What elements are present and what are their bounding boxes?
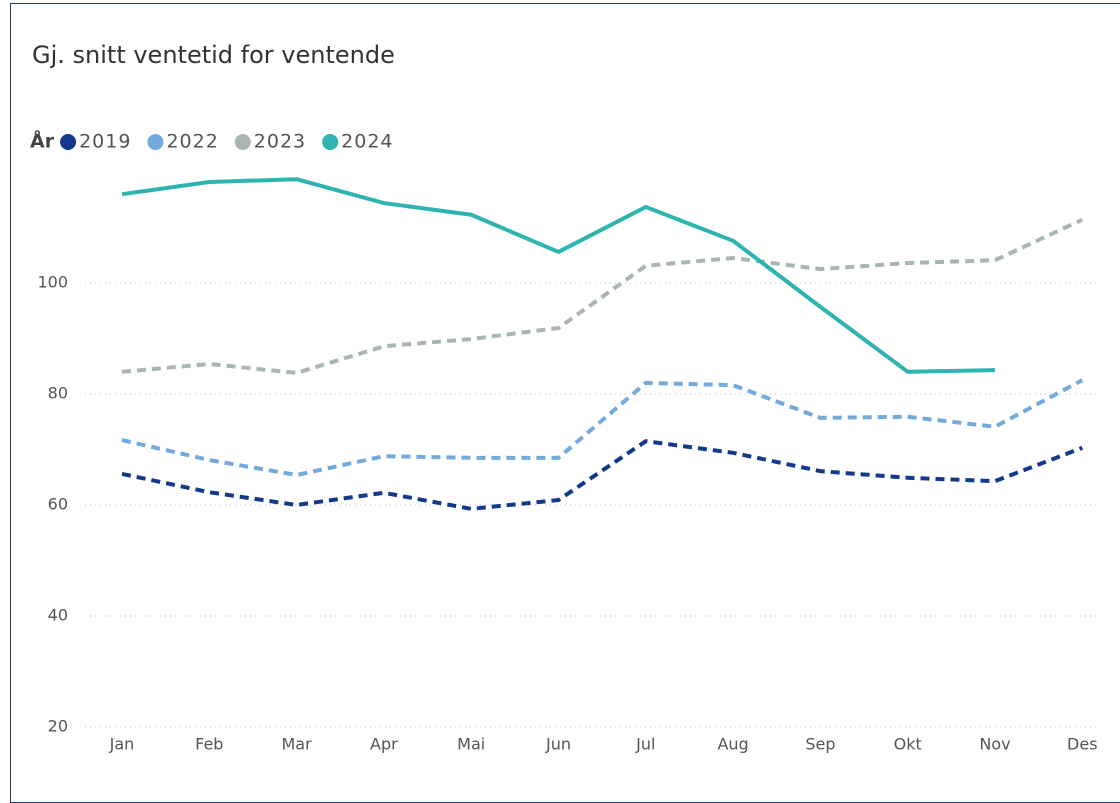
legend-label: 2023 — [254, 131, 306, 153]
y-tick-label: 20 — [48, 717, 68, 736]
x-tick-label: Aug — [717, 735, 748, 754]
legend-label: 2024 — [341, 131, 393, 153]
x-tick-label: Feb — [195, 735, 223, 754]
legend-marker — [322, 134, 339, 150]
x-tick-label: Des — [1067, 735, 1098, 754]
legend-label: 2022 — [166, 131, 218, 153]
y-tick-label: 40 — [48, 606, 68, 625]
legend-marker — [60, 134, 77, 150]
x-tick-label: Mar — [282, 735, 313, 754]
legend-marker — [147, 134, 164, 150]
x-tick-label: Jun — [545, 735, 571, 754]
x-tick-label: Nov — [979, 735, 1010, 754]
series-line — [121, 177, 996, 374]
x-tick-label: Okt — [894, 735, 922, 754]
chart-title: Gj. snitt ventetid for ventende — [32, 41, 395, 69]
x-tick-label: Sep — [805, 735, 835, 754]
legend-marker — [234, 134, 251, 150]
series-line — [121, 439, 1084, 511]
series-line — [121, 378, 1084, 478]
legend-label: 2019 — [79, 131, 131, 153]
y-tick-label: 80 — [48, 384, 68, 403]
x-tick-label: Apr — [370, 735, 398, 754]
x-tick-label: Jul — [635, 735, 655, 754]
x-tick-label: Jan — [109, 735, 135, 754]
y-tick-label: 100 — [37, 273, 68, 292]
legend-title: År — [30, 129, 55, 153]
y-tick-label: 60 — [48, 495, 68, 514]
x-tick-label: Mai — [457, 735, 485, 754]
series-line — [121, 217, 1084, 375]
